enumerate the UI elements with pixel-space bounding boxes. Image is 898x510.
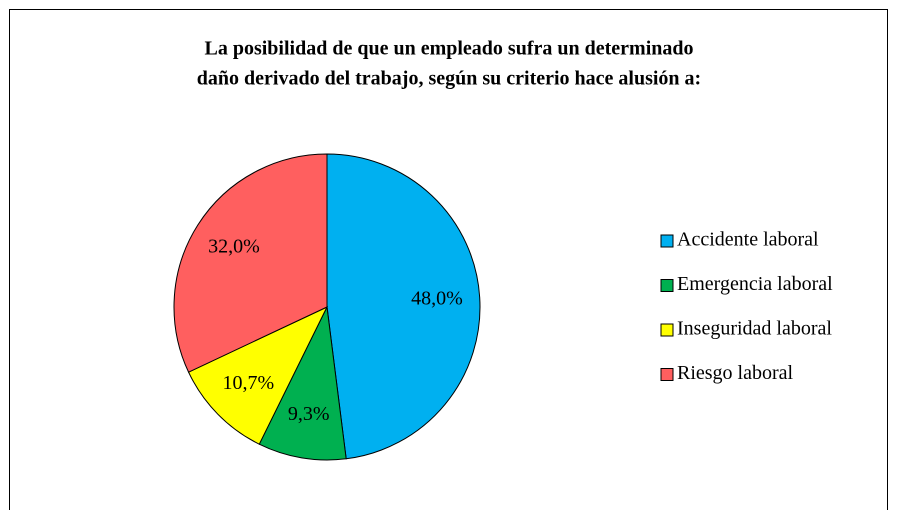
- data-label: 9,3%: [288, 403, 330, 425]
- legend-label: Riesgo laboral: [677, 362, 794, 384]
- legend-label: Inseguridad laboral: [677, 318, 832, 340]
- legend-label: Emergencia laboral: [677, 273, 833, 295]
- data-label: 48,0%: [411, 288, 463, 310]
- legend-swatch: [660, 368, 674, 381]
- pie-slice: [326, 153, 481, 460]
- pie-slice: [258, 305, 347, 461]
- data-label: 10,7%: [223, 372, 275, 394]
- data-label: 32,0%: [208, 236, 260, 258]
- pie-slice: [187, 305, 329, 445]
- legend-swatch: [660, 234, 674, 248]
- legend-label: Accidente laboral: [677, 229, 819, 251]
- chart-title: daño derivado del trabajo, según su crit…: [197, 68, 701, 90]
- legend-swatch: [660, 279, 674, 292]
- pie-slice: [173, 153, 328, 373]
- chart-title: La posibilidad de que un empleado sufra …: [205, 38, 694, 60]
- legend-swatch: [660, 323, 674, 337]
